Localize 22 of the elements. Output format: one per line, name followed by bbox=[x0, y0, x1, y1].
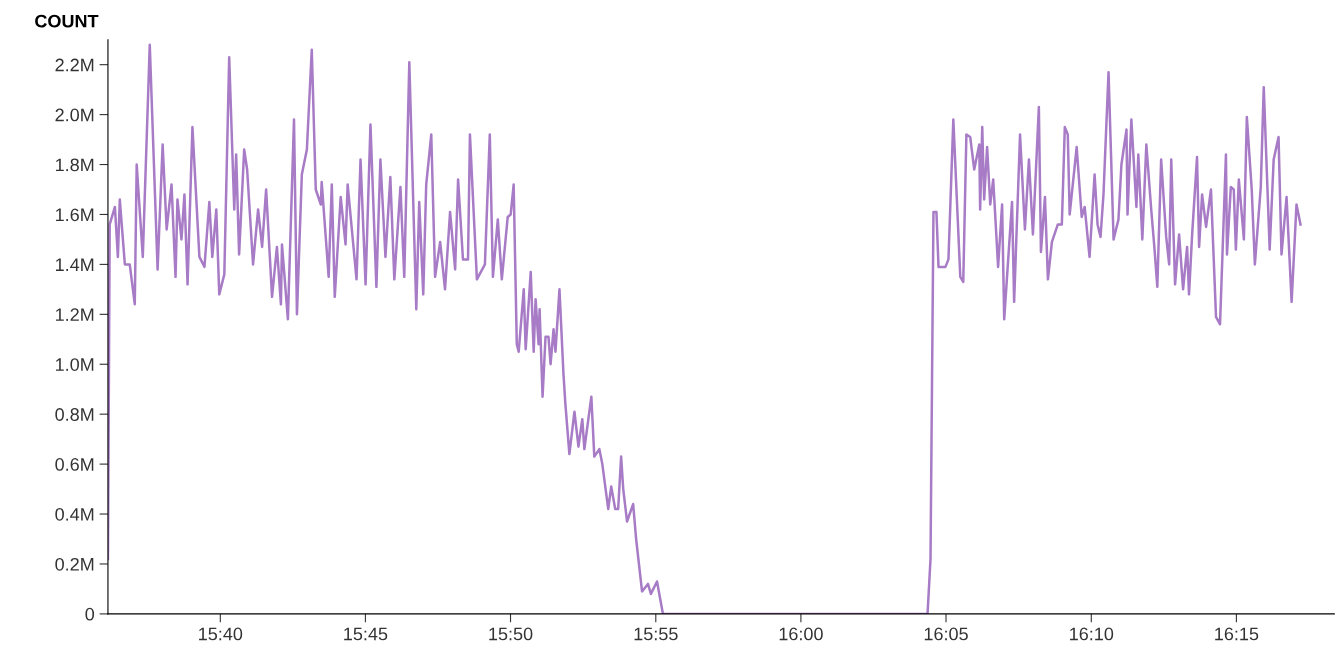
x-tick-label: 16:10 bbox=[1070, 627, 1114, 641]
x-tick-label: 16:00 bbox=[779, 627, 823, 641]
y-tick-label: 2.0M bbox=[55, 108, 94, 122]
y-tick-label: 1.0M bbox=[56, 358, 94, 371]
x-tick-label: 15:45 bbox=[344, 627, 388, 641]
x-tick-label: 16:15 bbox=[1215, 627, 1259, 641]
y-tick-label: 0.6M bbox=[55, 458, 94, 471]
y-tick-label: 2.2M bbox=[55, 58, 94, 72]
y-tick-label: 1.8M bbox=[56, 158, 94, 172]
x-tick-label: 15:40 bbox=[199, 627, 243, 641]
y-tick-label: 0.2M bbox=[55, 557, 94, 571]
y-tick-label: 1.2M bbox=[56, 308, 94, 321]
x-tick-label: 15:50 bbox=[489, 627, 533, 641]
y-tick-label: 0 bbox=[85, 607, 95, 621]
x-tick-label: 15:55 bbox=[634, 627, 678, 641]
line-series bbox=[107, 43, 1302, 614]
x-tick-label: 16:05 bbox=[924, 627, 968, 641]
y-tick-label: 0.8M bbox=[55, 408, 94, 421]
y-tick-label: 1.4M bbox=[56, 258, 94, 271]
y-tick-label: 1.6M bbox=[56, 208, 94, 222]
y-tick-label: 0.4M bbox=[55, 507, 94, 521]
y-axis-title: COUNT bbox=[35, 14, 99, 28]
